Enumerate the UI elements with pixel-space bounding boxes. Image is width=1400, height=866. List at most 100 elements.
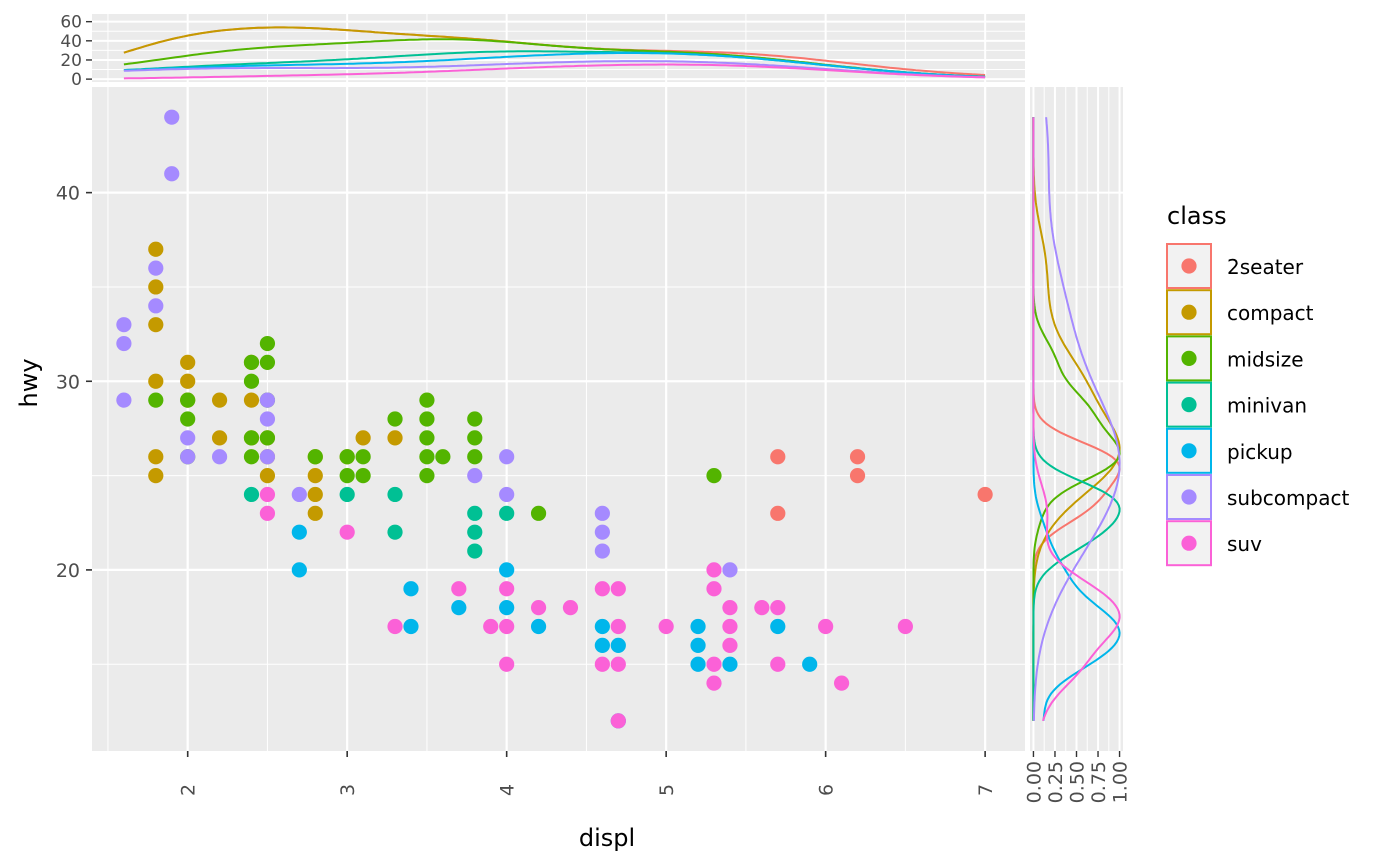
data-point-suv <box>658 618 674 635</box>
data-point-midsize <box>467 430 483 446</box>
data-point-compact <box>387 430 403 446</box>
data-point-pickup <box>594 637 610 653</box>
data-point-suv <box>770 656 786 672</box>
y-axis-title: hwy <box>15 358 43 407</box>
data-point-suv <box>387 618 403 635</box>
legend-item-suv: suv <box>1166 520 1262 567</box>
right-density-subcompact <box>1032 117 1121 721</box>
y-tick-label: 30 <box>56 371 80 393</box>
data-point-suv <box>818 618 834 635</box>
legend-key-box <box>1166 520 1212 567</box>
data-point-pickup <box>530 618 547 635</box>
data-point-suv <box>259 505 276 521</box>
data-point-compact <box>180 354 196 371</box>
data-point-subcompact <box>180 449 196 465</box>
data-point-midsize <box>467 449 483 465</box>
data-point-suv <box>610 713 626 729</box>
data-point-pickup <box>499 562 515 578</box>
y-tick-label: 20 <box>56 560 80 582</box>
x-tick-label: 2 <box>178 784 200 796</box>
data-point-pickup <box>403 618 419 635</box>
data-point-pickup <box>610 637 626 653</box>
legend-key-dot <box>1181 350 1197 366</box>
data-point-compact <box>148 241 164 257</box>
data-point-subcompact <box>164 166 180 182</box>
data-point-midsize <box>435 449 451 465</box>
data-point-subcompact <box>722 562 738 578</box>
right-tick-label: 0.25 <box>1045 761 1067 803</box>
data-point-midsize <box>419 467 435 484</box>
data-point-suv <box>610 656 626 672</box>
main-panel <box>92 87 1025 751</box>
data-point-pickup <box>722 656 738 672</box>
scatter-points <box>116 109 993 729</box>
data-point-minivan <box>387 486 403 503</box>
data-point-subcompact <box>148 298 164 314</box>
data-point-subcompact <box>499 449 515 465</box>
data-point-midsize <box>530 505 547 521</box>
data-point-suv <box>499 618 515 635</box>
data-point-2seater <box>770 449 786 465</box>
data-point-subcompact <box>259 392 276 408</box>
data-point-midsize <box>339 467 355 484</box>
data-point-minivan <box>467 505 483 521</box>
data-point-midsize <box>355 449 371 465</box>
data-point-compact <box>355 430 371 446</box>
data-point-midsize <box>259 430 276 446</box>
top-marginal-background <box>92 14 1025 82</box>
data-point-midsize <box>243 373 260 389</box>
data-point-subcompact <box>594 524 610 540</box>
data-point-midsize <box>339 449 355 465</box>
data-point-suv <box>770 600 786 616</box>
data-point-suv <box>483 618 499 635</box>
data-point-compact <box>211 430 228 446</box>
data-point-subcompact <box>180 430 196 446</box>
legend-item-minivan: minivan <box>1166 381 1307 428</box>
x-tick-label: 6 <box>816 784 838 796</box>
legend-key-dot <box>1181 258 1197 274</box>
data-point-subcompact <box>164 109 180 125</box>
data-point-subcompact <box>116 392 132 408</box>
top-density-pickup <box>123 52 986 78</box>
top-tick-label: 0 <box>71 70 82 90</box>
data-point-midsize <box>259 335 276 352</box>
right-density-suv <box>1032 117 1121 722</box>
data-point-compact <box>307 467 323 484</box>
data-point-subcompact <box>594 543 610 559</box>
data-point-compact <box>180 373 196 389</box>
x-tick-label: 4 <box>497 784 519 796</box>
data-point-suv <box>706 656 722 672</box>
data-point-minivan <box>499 505 515 521</box>
x-axis: 2 3 4 5 6 7 <box>178 751 997 796</box>
data-point-suv <box>722 600 738 616</box>
data-point-pickup <box>802 656 818 672</box>
data-point-midsize <box>243 354 260 371</box>
data-point-midsize <box>180 392 196 408</box>
legend-label: pickup <box>1227 440 1293 464</box>
data-point-suv <box>339 524 355 540</box>
data-point-2seater <box>977 486 993 503</box>
data-point-2seater <box>770 505 786 521</box>
legend-label: minivan <box>1227 394 1307 418</box>
data-point-subcompact <box>291 486 307 503</box>
data-point-suv <box>706 562 722 578</box>
legend-key-dot <box>1181 489 1197 505</box>
data-point-suv <box>530 600 547 616</box>
legend-item-midsize: midsize <box>1166 335 1304 382</box>
main-panel-background <box>92 87 1025 751</box>
data-point-midsize <box>243 449 260 465</box>
right-tick-label: 0.75 <box>1088 761 1110 803</box>
data-point-subcompact <box>467 467 483 484</box>
data-point-suv <box>499 656 515 672</box>
data-point-compact <box>148 449 164 465</box>
data-point-compact <box>148 467 164 484</box>
legend-label: suv <box>1227 532 1262 556</box>
data-point-suv <box>594 656 610 672</box>
top-tick-label: 40 <box>60 32 82 52</box>
right-marginal-axis: 0.00 0.25 0.50 0.75 1.00 <box>1023 751 1132 803</box>
data-point-suv <box>833 675 850 691</box>
legend-item-2seater: 2seater <box>1166 243 1304 289</box>
data-point-subcompact <box>499 486 515 503</box>
